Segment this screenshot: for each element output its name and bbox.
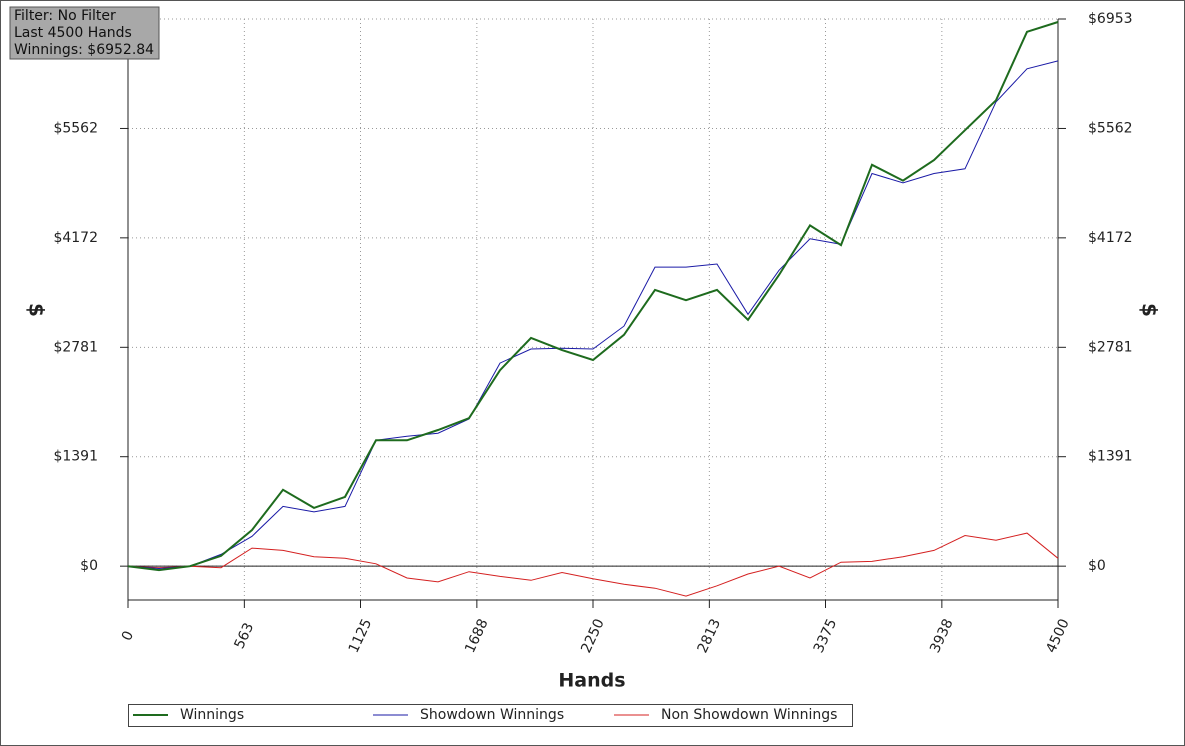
info-background bbox=[9, 6, 160, 60]
series-line bbox=[127, 532, 1059, 597]
y-tick-label: $2781 bbox=[53, 339, 98, 355]
info-line: Winnings: $6952.84 bbox=[14, 42, 154, 58]
plot-area: 0 563 1125 1688 2250 2813 3375 3938 4500$0 $0$139… bbox=[53, 11, 1132, 656]
y2-tick-label: $5562 bbox=[1088, 120, 1133, 136]
y2-tick-label: $1391 bbox=[1088, 449, 1133, 465]
info-box: Filter: No Filter Last 4500 Hands Winnin… bbox=[9, 6, 160, 60]
y2-tick-label: $4172 bbox=[1088, 230, 1133, 246]
x-axis-title: Hands bbox=[558, 670, 625, 692]
y2-tick-label: $6953 bbox=[1088, 11, 1133, 27]
legend bbox=[128, 704, 853, 727]
series-line bbox=[127, 21, 1059, 572]
y-tick-label: $4172 bbox=[53, 230, 98, 246]
legend-label: Non Showdown Winnings bbox=[661, 707, 837, 723]
y-axis-title: $ bbox=[25, 303, 49, 317]
y-tick-label: $1391 bbox=[53, 449, 98, 465]
legend-label: Showdown Winnings bbox=[420, 707, 564, 723]
info-line: Filter: No Filter bbox=[14, 8, 116, 24]
y2-tick-label: $0 bbox=[1088, 558, 1106, 574]
info-line: Last 4500 Hands bbox=[14, 25, 132, 41]
y-tick-label: $0 bbox=[80, 558, 98, 574]
y-tick-label: $5562 bbox=[53, 120, 98, 136]
y2-axis-title: $ bbox=[1138, 303, 1162, 317]
legend-label: Winnings bbox=[180, 707, 244, 723]
series-line bbox=[127, 60, 1059, 570]
y2-tick-label: $2781 bbox=[1088, 339, 1133, 355]
